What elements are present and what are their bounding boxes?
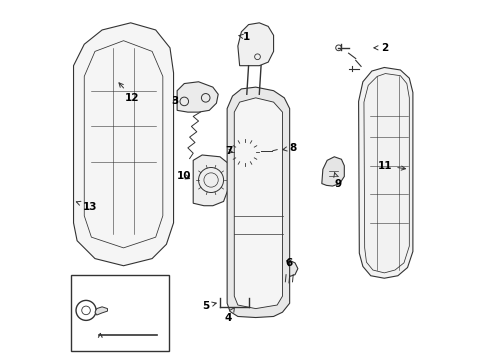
Polygon shape bbox=[281, 260, 298, 276]
Text: 5: 5 bbox=[202, 301, 216, 311]
Text: 11: 11 bbox=[378, 161, 406, 171]
Text: 10: 10 bbox=[177, 171, 192, 181]
Polygon shape bbox=[359, 67, 413, 278]
Text: 8: 8 bbox=[283, 143, 297, 153]
Polygon shape bbox=[193, 155, 229, 206]
Circle shape bbox=[234, 142, 256, 163]
Text: 9: 9 bbox=[334, 173, 342, 189]
Text: 13: 13 bbox=[76, 201, 97, 212]
Polygon shape bbox=[177, 82, 218, 112]
Text: 6: 6 bbox=[285, 258, 292, 268]
Polygon shape bbox=[227, 87, 290, 318]
Polygon shape bbox=[322, 157, 344, 186]
Text: 12: 12 bbox=[119, 83, 140, 103]
Polygon shape bbox=[95, 307, 107, 315]
Text: 4: 4 bbox=[224, 307, 235, 323]
Polygon shape bbox=[234, 98, 283, 309]
FancyBboxPatch shape bbox=[71, 275, 169, 351]
Circle shape bbox=[256, 148, 263, 155]
Text: 2: 2 bbox=[374, 43, 388, 53]
Polygon shape bbox=[238, 23, 273, 66]
Text: 3: 3 bbox=[172, 96, 179, 107]
Polygon shape bbox=[74, 23, 173, 266]
Text: 1: 1 bbox=[239, 32, 250, 42]
Text: 7: 7 bbox=[225, 147, 233, 157]
